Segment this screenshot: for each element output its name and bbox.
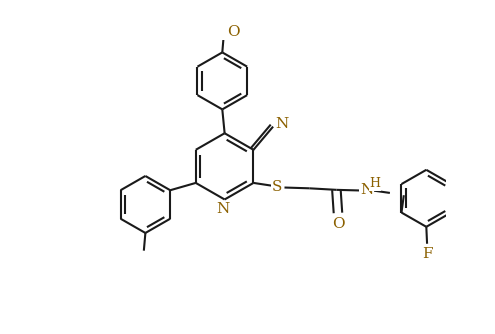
Text: O: O (227, 25, 240, 39)
Text: O: O (332, 217, 345, 231)
Text: S: S (272, 180, 282, 194)
Text: F: F (423, 247, 433, 261)
Text: N: N (360, 183, 373, 197)
Text: H: H (370, 177, 381, 190)
Text: N: N (275, 117, 289, 131)
Text: N: N (216, 202, 230, 216)
